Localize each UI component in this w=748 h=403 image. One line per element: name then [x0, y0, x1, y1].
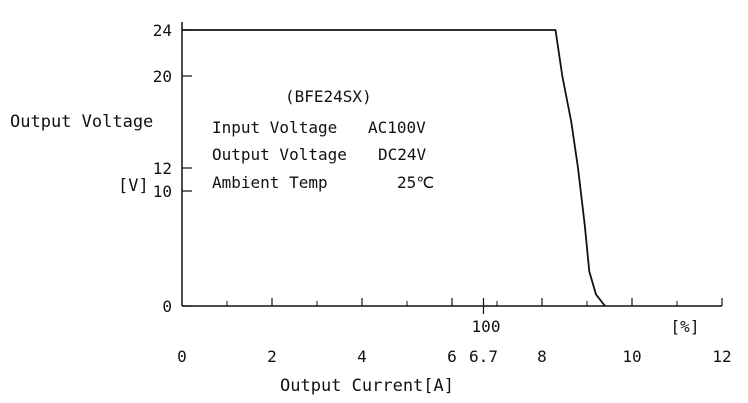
secondary-x-tick-label: 100 [472, 317, 501, 336]
x-tick-label-2: 2 [267, 347, 277, 366]
x-tick-label-12: 12 [712, 347, 731, 366]
x-tick-label-10: 10 [622, 347, 641, 366]
x-tick-label-4: 4 [357, 347, 367, 366]
annotation-label-output-voltage: Output Voltage [212, 145, 347, 164]
secondary-x-unit: [%] [671, 317, 700, 336]
annotation-value-ambient-temp: 25℃ [397, 173, 434, 192]
annotation-value-input-voltage: AC100V [368, 118, 426, 137]
labels: Output Voltage [V] Output Current[A] 100… [10, 87, 699, 396]
y-tick-label-20: 20 [153, 67, 172, 86]
x-tick-label-6: 6 [447, 347, 457, 366]
x-axis-title: Output Current[A] [280, 376, 454, 396]
y-tick-label-24: 24 [153, 21, 172, 40]
x-tick-label-6.7: 6.7 [469, 347, 498, 366]
x-tick-label-8: 8 [537, 347, 547, 366]
y-axis-title: Output Voltage [10, 112, 153, 132]
y-tick-label-12: 12 [153, 159, 172, 178]
series-line-0 [182, 29, 606, 307]
y-axis-unit: [V] [118, 176, 149, 196]
y-tick-label-10: 10 [153, 182, 172, 201]
y-tick-label-0: 0 [162, 297, 172, 316]
marks [182, 29, 606, 307]
x-tick-label-0: 0 [177, 347, 187, 366]
annotation-model: (BFE24SX) [285, 87, 372, 106]
annotation-label-input-voltage: Input Voltage [212, 118, 337, 137]
annotation-value-output-voltage: DC24V [378, 145, 427, 164]
annotation-label-ambient-temp: Ambient Temp [212, 173, 328, 192]
